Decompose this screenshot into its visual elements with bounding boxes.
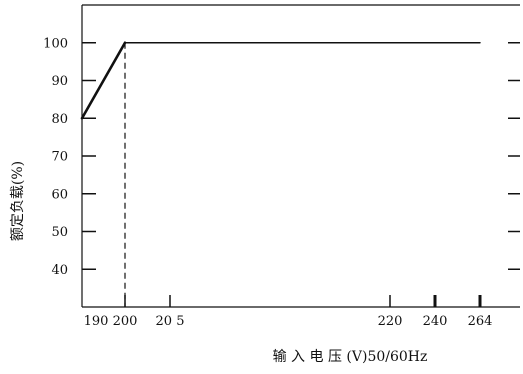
y-tick-label: 100 (43, 36, 68, 51)
x-tick-label: 220 (378, 314, 403, 329)
y-tick-label: 60 (51, 187, 68, 202)
y-tick-label: 80 (51, 112, 68, 127)
x-tick-label: 240 (423, 314, 448, 329)
y-tick-label: 90 (51, 74, 68, 89)
x-tick-label: 20 5 (156, 314, 185, 329)
y-axis-title: 额定负载(%) (10, 161, 26, 241)
x-tick-label: 200 (113, 314, 138, 329)
y-axis-ticks: 40 50 60 70 80 90 100 (43, 36, 520, 278)
y-tick-label: 50 (51, 225, 68, 240)
y-tick-label: 40 (51, 263, 68, 278)
y-tick-label: 70 (51, 150, 68, 165)
x-axis-title: 输 入 电 压 (V)50/60Hz (273, 349, 428, 365)
series-segment (80, 41, 127, 120)
x-tick-label: 190 (84, 314, 109, 329)
x-axis-ticks: 190 200 20 5 220 240 264 (84, 295, 493, 329)
series-lines (80, 41, 481, 120)
chart-frame (81, 4, 520, 308)
x-tick-label: 264 (468, 314, 493, 329)
